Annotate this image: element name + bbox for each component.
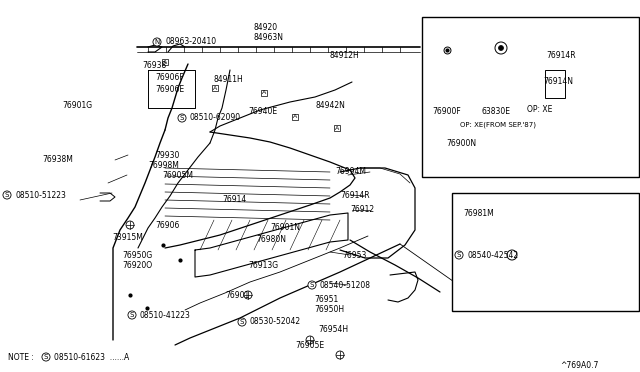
Text: N: N <box>154 39 159 45</box>
Text: OP: XE(FROM SEP.'87): OP: XE(FROM SEP.'87) <box>460 122 536 128</box>
Text: S: S <box>5 192 9 198</box>
Text: 76900F: 76900F <box>432 108 461 116</box>
Text: 76906E: 76906E <box>155 86 184 94</box>
Text: S: S <box>310 282 314 288</box>
Text: 76938M: 76938M <box>42 155 73 164</box>
Text: 76900N: 76900N <box>446 138 476 148</box>
Text: 76901N: 76901N <box>270 224 300 232</box>
Text: 08510-61623  ......A: 08510-61623 ......A <box>54 353 129 362</box>
Text: 76905E: 76905E <box>295 340 324 350</box>
Text: 84963N: 84963N <box>253 33 283 42</box>
Text: 76905M: 76905M <box>162 170 193 180</box>
Text: A: A <box>293 115 297 119</box>
Text: S: S <box>44 354 48 360</box>
Bar <box>545 70 565 98</box>
Text: 63830E: 63830E <box>482 108 511 116</box>
Text: 76901G: 76901G <box>62 100 92 109</box>
Text: 08510-51223: 08510-51223 <box>15 190 66 199</box>
Text: 76914N: 76914N <box>543 77 573 87</box>
Text: 76906F: 76906F <box>155 74 184 83</box>
Text: 76920O: 76920O <box>122 260 152 269</box>
Text: 84912H: 84912H <box>330 51 360 60</box>
Text: 76914R: 76914R <box>546 51 575 60</box>
Text: 76951: 76951 <box>314 295 339 305</box>
Text: A: A <box>213 86 217 90</box>
Text: 76938: 76938 <box>142 61 166 70</box>
Text: 08510-62090: 08510-62090 <box>190 113 241 122</box>
Text: 76981M: 76981M <box>463 208 493 218</box>
Bar <box>452 193 639 311</box>
Text: 08963-20410: 08963-20410 <box>165 38 216 46</box>
Text: 08530-52042: 08530-52042 <box>250 317 301 327</box>
Text: 76913G: 76913G <box>248 260 278 269</box>
Text: 84920: 84920 <box>253 23 277 32</box>
Text: 76950G: 76950G <box>122 250 152 260</box>
Text: S: S <box>180 115 184 121</box>
Text: A: A <box>163 60 167 64</box>
Text: 76940E: 76940E <box>248 108 277 116</box>
Text: 73915M: 73915M <box>112 232 143 241</box>
Text: ^769A0.7: ^769A0.7 <box>560 360 598 369</box>
Text: 76912: 76912 <box>350 205 374 215</box>
Text: S: S <box>457 252 461 258</box>
Text: 79930: 79930 <box>155 151 179 160</box>
Text: 76998M: 76998M <box>148 160 179 170</box>
Text: 76953: 76953 <box>342 250 366 260</box>
Text: 76954H: 76954H <box>318 326 348 334</box>
Text: 76994M: 76994M <box>335 167 366 176</box>
Text: 84911H: 84911H <box>213 76 243 84</box>
Text: OP: XE: OP: XE <box>527 105 552 113</box>
Text: 76906: 76906 <box>155 221 179 230</box>
Bar <box>422 17 639 177</box>
Text: S: S <box>240 319 244 325</box>
Text: 76901: 76901 <box>225 292 249 301</box>
Text: 08540-51208: 08540-51208 <box>320 280 371 289</box>
Text: A: A <box>335 125 339 131</box>
Text: S: S <box>130 312 134 318</box>
Text: 76950H: 76950H <box>314 305 344 314</box>
Text: A: A <box>262 90 266 96</box>
Text: 08510-41223: 08510-41223 <box>140 311 191 320</box>
Text: 76980N: 76980N <box>256 235 286 244</box>
Circle shape <box>499 45 504 51</box>
Text: NOTE :: NOTE : <box>8 353 34 362</box>
Text: 84942N: 84942N <box>315 100 345 109</box>
Text: 08540-42542: 08540-42542 <box>467 250 518 260</box>
Text: 76914: 76914 <box>222 196 246 205</box>
Text: 76914R: 76914R <box>340 192 370 201</box>
